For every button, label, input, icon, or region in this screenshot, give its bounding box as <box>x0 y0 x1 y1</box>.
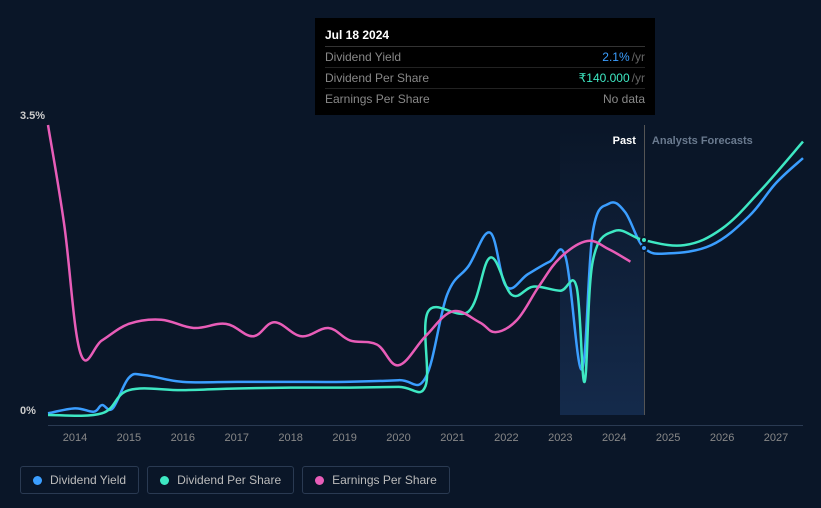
legend-item[interactable]: Earnings Per Share <box>302 466 450 494</box>
legend-label: Dividend Yield <box>50 473 126 487</box>
tooltip-row-value: 2.1%/yr <box>602 50 645 64</box>
x-tick-label: 2014 <box>63 432 87 444</box>
legend-dot <box>33 476 42 485</box>
x-tick-label: 2025 <box>656 432 680 444</box>
series-line <box>48 125 630 365</box>
x-tick-label: 2023 <box>548 432 572 444</box>
plot-area[interactable]: Past Analysts Forecasts <box>48 125 803 415</box>
legend-item[interactable]: Dividend Per Share <box>147 466 294 494</box>
tooltip-row: Dividend Yield2.1%/yr <box>325 47 645 68</box>
tooltip-row-label: Dividend Yield <box>325 50 602 64</box>
y-axis-max-label: 3.5% <box>20 110 45 122</box>
x-tick-label: 2017 <box>225 432 249 444</box>
x-tick-label: 2015 <box>117 432 141 444</box>
tooltip-date: Jul 18 2024 <box>325 24 645 47</box>
tooltip-row-label: Dividend Per Share <box>325 71 579 85</box>
x-tick-label: 2019 <box>332 432 356 444</box>
tooltip-row: Dividend Per Share₹140.000/yr <box>325 68 645 89</box>
data-marker <box>640 244 648 252</box>
legend-dot <box>315 476 324 485</box>
x-tick-label: 2020 <box>386 432 410 444</box>
tooltip-row-label: Earnings Per Share <box>325 92 603 106</box>
y-axis-min-label: 0% <box>20 405 36 417</box>
tooltip-row-value: No data <box>603 92 645 106</box>
tooltip: Jul 18 2024 Dividend Yield2.1%/yrDividen… <box>315 18 655 115</box>
legend-item[interactable]: Dividend Yield <box>20 466 139 494</box>
chart-area: 3.5% 0% Past Analysts Forecasts 20142015… <box>20 100 805 430</box>
x-tick-label: 2016 <box>171 432 195 444</box>
tooltip-row: Earnings Per ShareNo data <box>325 89 645 109</box>
x-tick-label: 2027 <box>764 432 788 444</box>
chart-lines <box>48 125 803 415</box>
x-axis: 2014 2015 2016 2017 2018 2019 2020 2021 2022 2023… <box>48 425 803 445</box>
x-tick-label: 2026 <box>710 432 734 444</box>
x-tick-label: 2022 <box>494 432 518 444</box>
series-line <box>48 142 803 416</box>
x-tick-label: 2021 <box>440 432 464 444</box>
series-line <box>48 158 803 413</box>
x-tick-label: 2018 <box>278 432 302 444</box>
tooltip-row-value: ₹140.000/yr <box>579 71 645 85</box>
legend-label: Earnings Per Share <box>332 473 437 487</box>
x-tick-label: 2024 <box>602 432 626 444</box>
legend: Dividend Yield Dividend Per Share Earnings… <box>20 466 450 494</box>
legend-label: Dividend Per Share <box>177 473 281 487</box>
legend-dot <box>160 476 169 485</box>
